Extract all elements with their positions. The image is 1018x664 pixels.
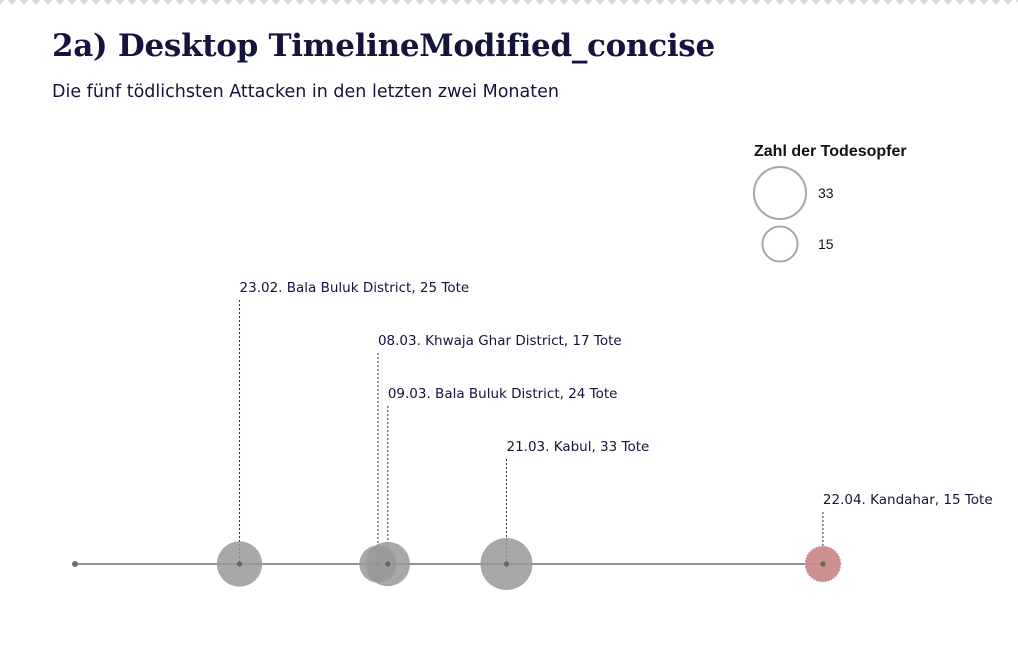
legend-value: 33: [818, 185, 834, 201]
page-subtitle: Die fünf tödlichsten Attacken in den let…: [52, 82, 559, 102]
legend-title: Zahl der Todesopfer: [754, 143, 907, 160]
event-label: 23.02. Bala Buluk District, 25 Tote: [240, 280, 470, 296]
legend-value: 15: [818, 236, 834, 252]
event-labels: 23.02. Bala Buluk District, 25 Tote 08.03…: [240, 280, 993, 508]
bubble-center-dot: [503, 561, 510, 567]
leader-lines: [239, 300, 824, 564]
bubble-center-dot: [820, 561, 826, 567]
event-label: 22.04. Kandahar, 15 Tote: [823, 492, 993, 508]
bubble-center-dot: [236, 561, 243, 567]
timeline-axis-group: [72, 561, 823, 567]
event-label: 08.03. Khwaja Ghar District, 17 Tote: [378, 333, 622, 349]
zigzag-border: [0, 0, 1018, 8]
bubble-center-dot: [385, 561, 391, 567]
event-label: 21.03. Kabul, 33 Tote: [506, 439, 649, 455]
legend-circle: [753, 166, 807, 220]
event-label: 09.03. Bala Buluk District, 24 Tote: [388, 386, 618, 402]
size-legend: Zahl der Todesopfer 33 15: [753, 143, 907, 263]
legend-circle: [761, 225, 799, 263]
axis-start-dot: [72, 561, 78, 567]
page-title: 2a) Desktop TimelineModified_concise: [52, 28, 715, 64]
bubbles: [216, 538, 842, 590]
